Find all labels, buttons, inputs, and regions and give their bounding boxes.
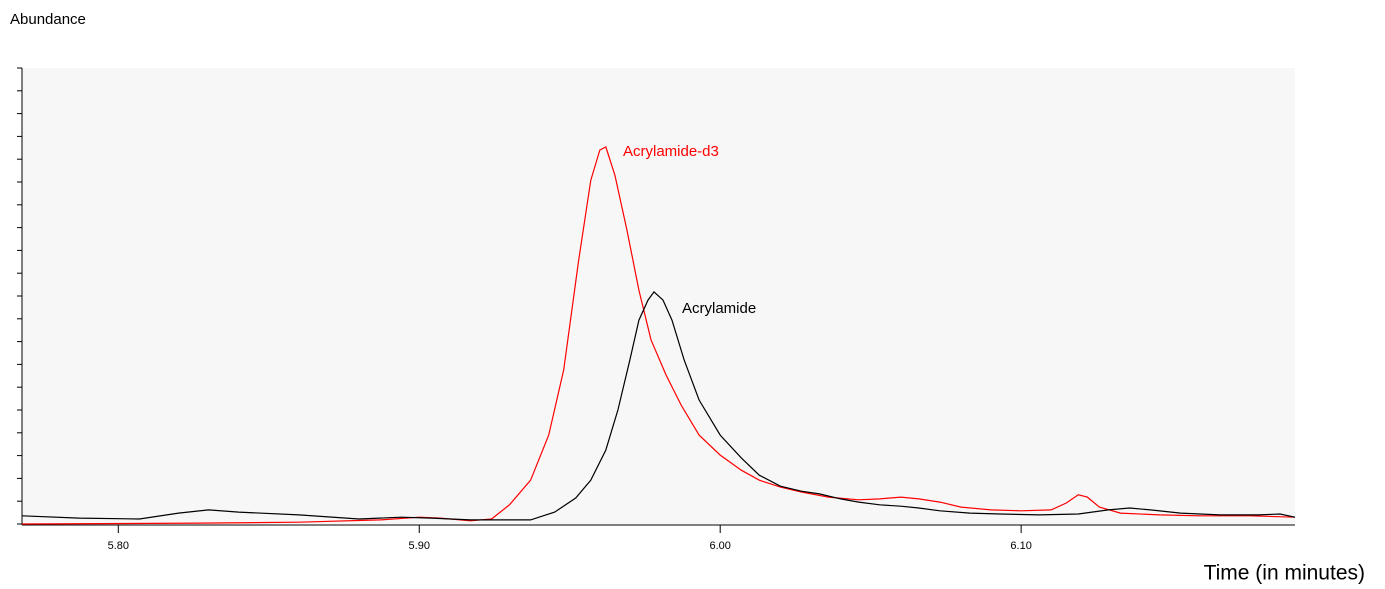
x-tick-label: 6.10: [1010, 540, 1031, 552]
series-label: Acrylamide-d3: [623, 143, 719, 160]
x-tick-label: 5.90: [409, 540, 430, 552]
x-tick-label: 5.80: [108, 540, 129, 552]
series-label: Acrylamide: [682, 300, 756, 317]
series-line: [21, 291, 1296, 521]
x-tick-label: 6.00: [709, 540, 730, 552]
series-line: [21, 146, 1296, 525]
y-axis-label: Abundance: [10, 11, 86, 28]
x-axis-label: Time (in minutes): [1204, 562, 1365, 585]
